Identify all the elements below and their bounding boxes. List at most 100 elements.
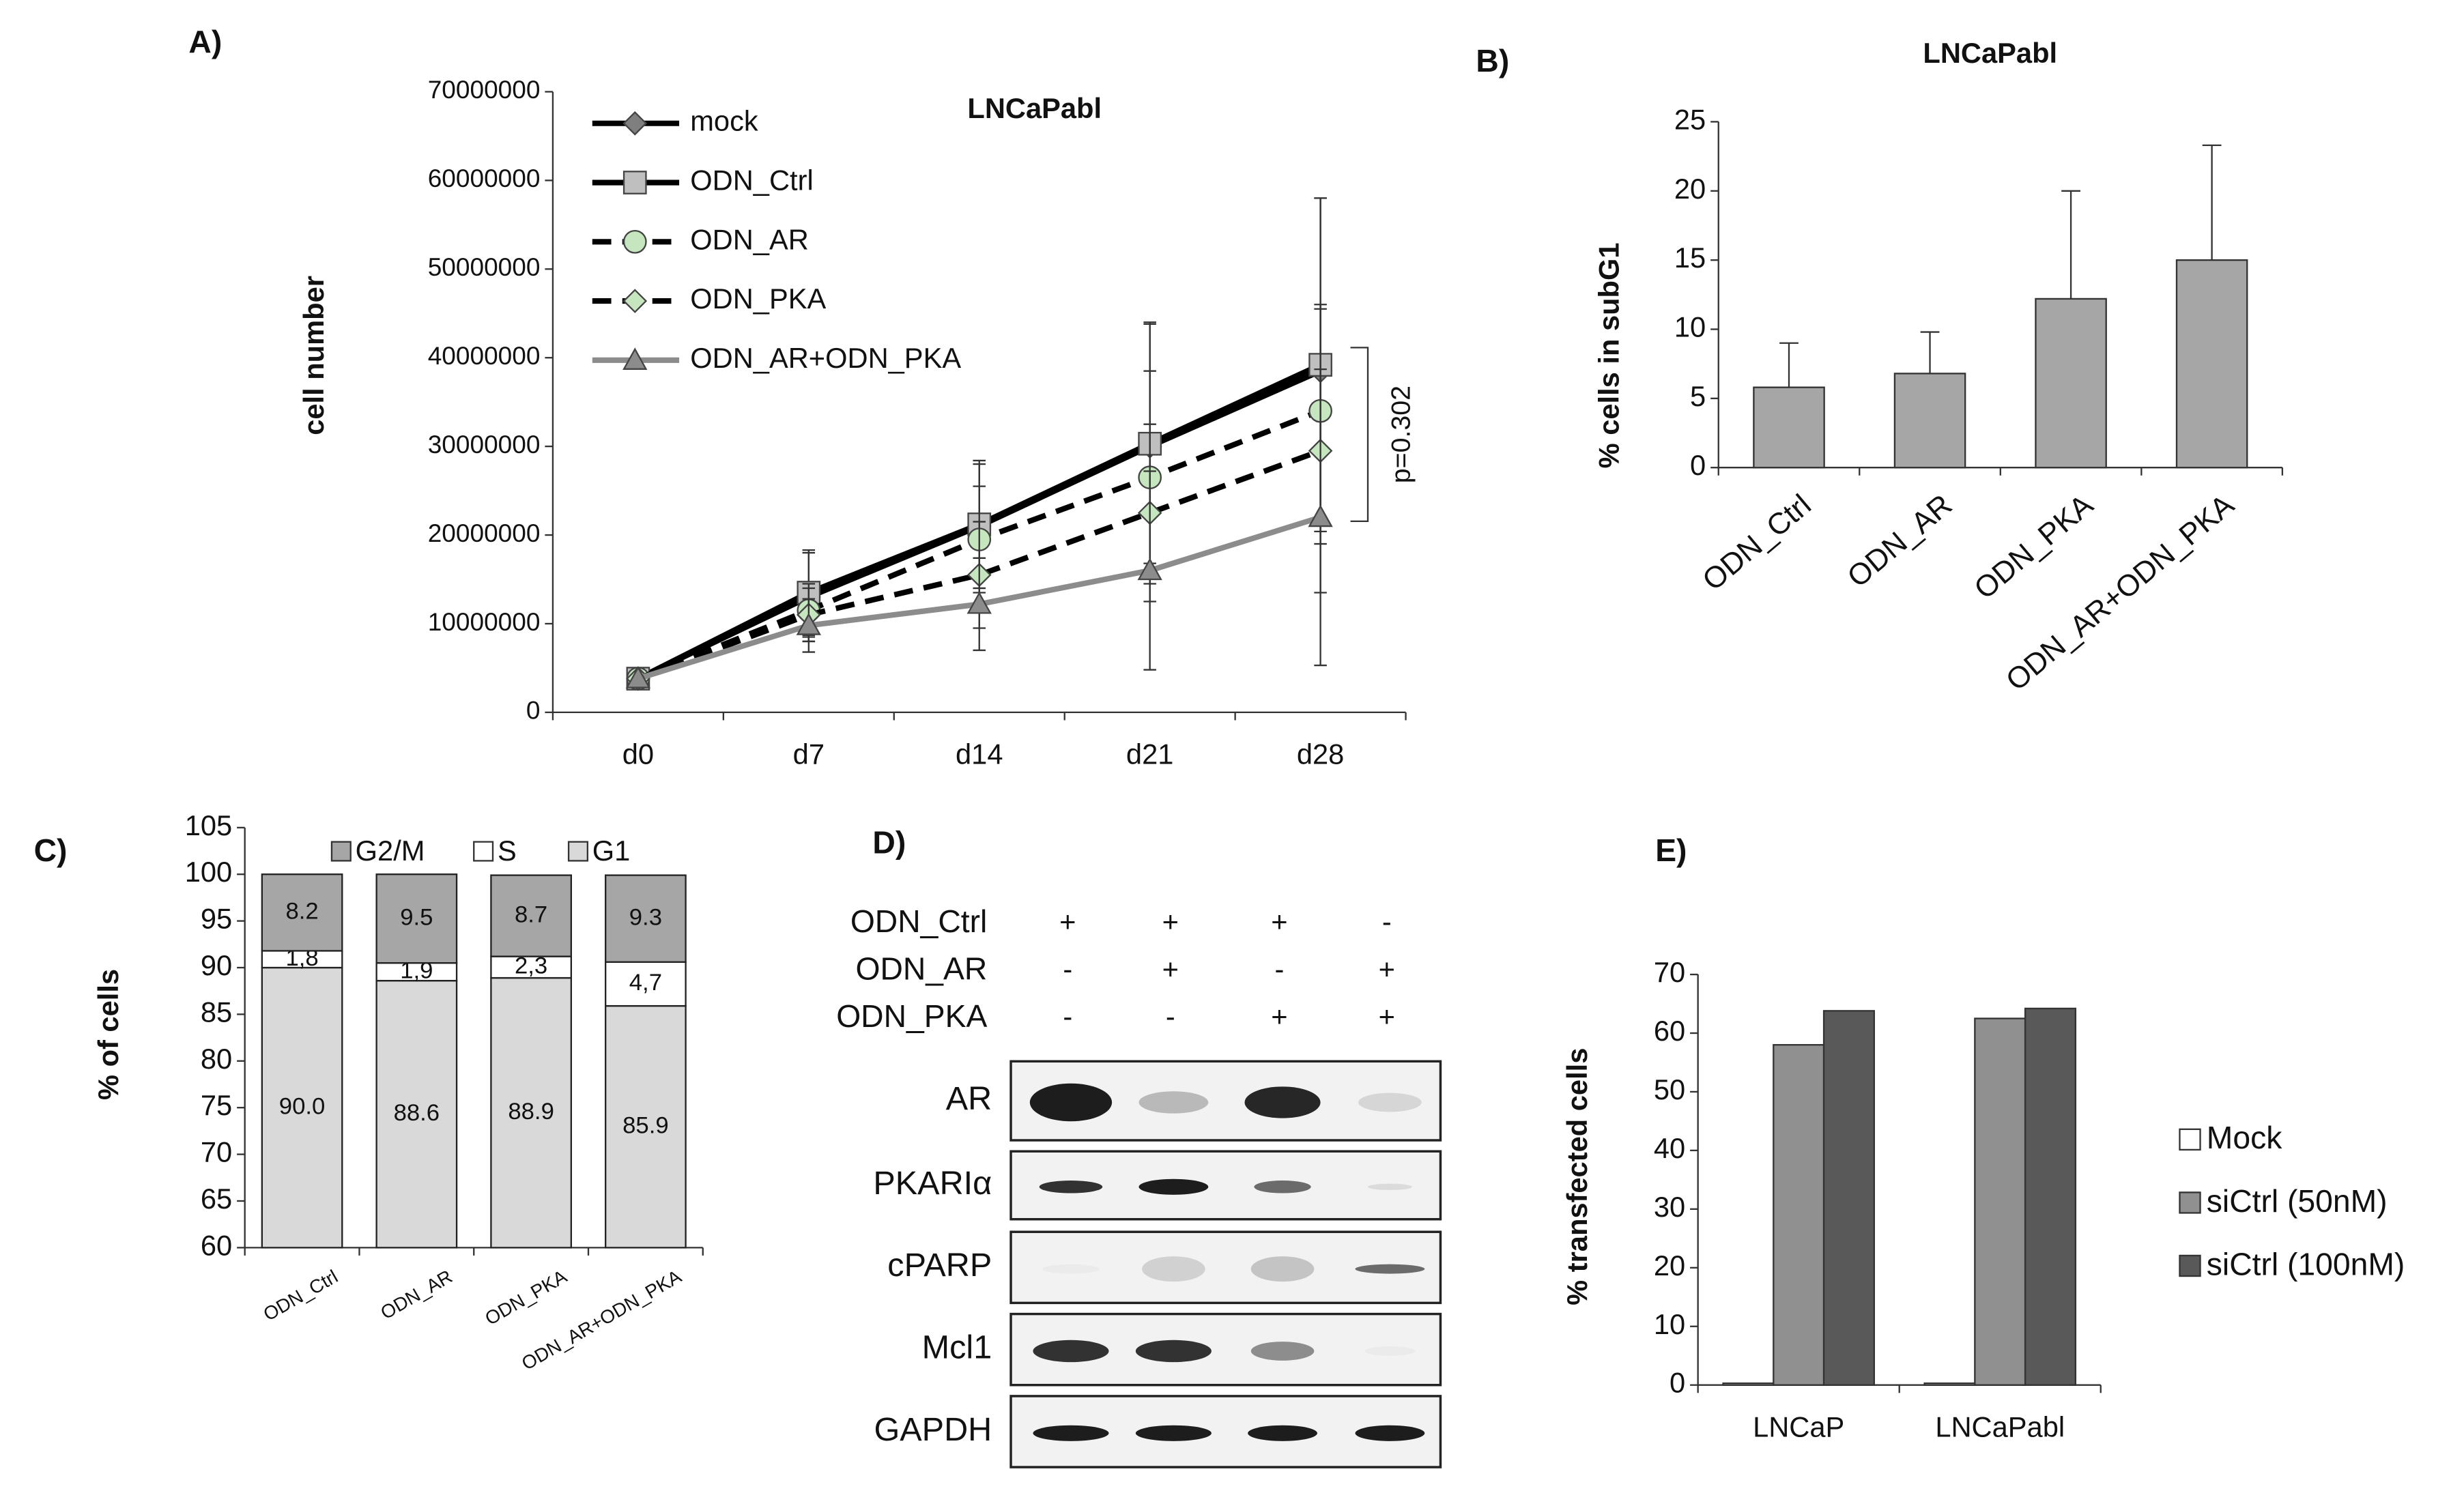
y-axis-label: % transfected cells bbox=[1561, 1048, 1593, 1305]
x-tick-label: d28 bbox=[1297, 738, 1344, 770]
condition-sign: + bbox=[1271, 906, 1287, 938]
x-tick-label: LNCaPabl bbox=[1935, 1411, 2065, 1443]
x-tick-label: ODN_Ctrl bbox=[1696, 488, 1817, 597]
condition-sign: - bbox=[1274, 953, 1284, 985]
blot-band bbox=[1355, 1425, 1425, 1441]
y-tick-label: 70 bbox=[1654, 956, 1685, 988]
condition-sign: + bbox=[1059, 906, 1076, 938]
legend-label: ODN_PKA bbox=[690, 283, 826, 315]
marker bbox=[796, 613, 821, 635]
y-tick-label: 75 bbox=[201, 1089, 232, 1121]
blot-band bbox=[1355, 1264, 1425, 1274]
legend-swatch bbox=[330, 841, 352, 862]
y-tick-label: 60000000 bbox=[428, 164, 541, 192]
x-tick-label: ODN_Ctrl bbox=[259, 1266, 341, 1325]
blot-band bbox=[1135, 1425, 1212, 1441]
bar bbox=[2175, 259, 2248, 469]
marker bbox=[622, 229, 647, 254]
blot-band bbox=[1042, 1264, 1099, 1274]
bar-segment bbox=[375, 980, 458, 1249]
y-tick-label: 15 bbox=[1674, 242, 1706, 274]
y-tick-label: 10 bbox=[1674, 311, 1706, 343]
condition-sign: + bbox=[1271, 1000, 1287, 1032]
bar bbox=[1773, 1044, 1825, 1386]
y-tick-label: 70000000 bbox=[428, 75, 541, 104]
legend-swatch bbox=[473, 841, 494, 862]
bar-segment bbox=[490, 874, 572, 957]
data-label: 2,3 bbox=[515, 953, 547, 979]
panel-label: C) bbox=[34, 833, 68, 868]
legend-swatch bbox=[567, 841, 589, 862]
y-tick-label: 0 bbox=[1690, 449, 1706, 481]
legend-label: siCtrl (100nM) bbox=[2207, 1246, 2405, 1282]
annotation: p=0.302 bbox=[1386, 386, 1416, 483]
panel-label: D) bbox=[872, 825, 906, 860]
y-tick-label: 105 bbox=[185, 809, 232, 841]
x-tick-label: d0 bbox=[622, 738, 654, 770]
data-label: 88.6 bbox=[394, 1100, 440, 1126]
condition-sign: - bbox=[1063, 953, 1072, 985]
condition-label: ODN_PKA bbox=[836, 998, 987, 1034]
y-tick-label: 85 bbox=[201, 996, 232, 1028]
panel-label: A) bbox=[188, 24, 222, 59]
y-tick-label: 20000000 bbox=[428, 519, 541, 547]
legend-swatch bbox=[2179, 1191, 2201, 1214]
y-axis-label: % cells in subG1 bbox=[1592, 242, 1624, 468]
y-tick-label: 0 bbox=[1670, 1367, 1685, 1399]
legend-label: G1 bbox=[592, 835, 631, 867]
condition-sign: + bbox=[1162, 906, 1179, 938]
y-tick-label: 20 bbox=[1654, 1249, 1685, 1282]
bar-segment bbox=[605, 961, 687, 1007]
blot-band bbox=[1138, 1178, 1209, 1195]
blot-band bbox=[1138, 1091, 1209, 1114]
data-label: 88.9 bbox=[508, 1099, 554, 1125]
marker bbox=[1137, 558, 1162, 581]
bracket bbox=[1350, 347, 1369, 523]
bar-segment bbox=[261, 966, 343, 1249]
y-tick-label: 5 bbox=[1690, 380, 1706, 412]
y-tick-label: 70 bbox=[201, 1136, 232, 1168]
blot-band bbox=[1364, 1346, 1415, 1356]
x-tick-label: ODN_PKA bbox=[481, 1265, 571, 1329]
legend-label: mock bbox=[690, 105, 758, 137]
marker bbox=[622, 171, 647, 194]
blot-band bbox=[1368, 1183, 1412, 1190]
x-tick-label: d21 bbox=[1126, 738, 1173, 770]
data-label: 8.2 bbox=[285, 898, 318, 924]
bar bbox=[1822, 1010, 1875, 1386]
y-tick-label: 65 bbox=[201, 1183, 232, 1215]
x-tick-label: ODN_AR+ODN_PKA bbox=[2000, 488, 2241, 697]
y-tick-label: 60 bbox=[1654, 1015, 1685, 1047]
band-label: AR bbox=[946, 1080, 992, 1117]
blot-band bbox=[1029, 1083, 1113, 1122]
data-label: 85.9 bbox=[622, 1112, 669, 1138]
marker bbox=[1308, 504, 1333, 527]
series-line bbox=[637, 448, 1321, 682]
condition-sign: - bbox=[1063, 1000, 1072, 1032]
blot-band bbox=[1033, 1425, 1109, 1441]
legend-label: ODN_AR+ODN_PKA bbox=[690, 342, 961, 374]
condition-sign: + bbox=[1379, 953, 1395, 985]
condition-sign: + bbox=[1379, 1000, 1395, 1032]
y-tick-label: 40000000 bbox=[428, 341, 541, 370]
legend-swatch bbox=[2179, 1254, 2201, 1277]
y-tick-label: 90 bbox=[201, 949, 232, 981]
x-tick-label: ODN_AR bbox=[1841, 488, 1958, 594]
blot-band bbox=[1250, 1342, 1315, 1361]
blot-band bbox=[1135, 1340, 1212, 1363]
bar-segment bbox=[261, 950, 343, 969]
bar bbox=[1923, 1382, 1976, 1386]
blot-band bbox=[1142, 1256, 1205, 1282]
blot-band bbox=[1248, 1425, 1317, 1441]
band-label: GAPDH bbox=[874, 1411, 992, 1448]
y-tick-label: 40 bbox=[1654, 1132, 1685, 1164]
marker bbox=[622, 111, 648, 136]
legend-label: S bbox=[498, 835, 517, 867]
condition-label: ODN_Ctrl bbox=[850, 903, 987, 939]
bar bbox=[1893, 373, 1966, 469]
y-tick-label: 10000000 bbox=[428, 607, 541, 636]
y-tick-label: 30 bbox=[1654, 1191, 1685, 1223]
legend-label: Mock bbox=[2207, 1120, 2282, 1155]
